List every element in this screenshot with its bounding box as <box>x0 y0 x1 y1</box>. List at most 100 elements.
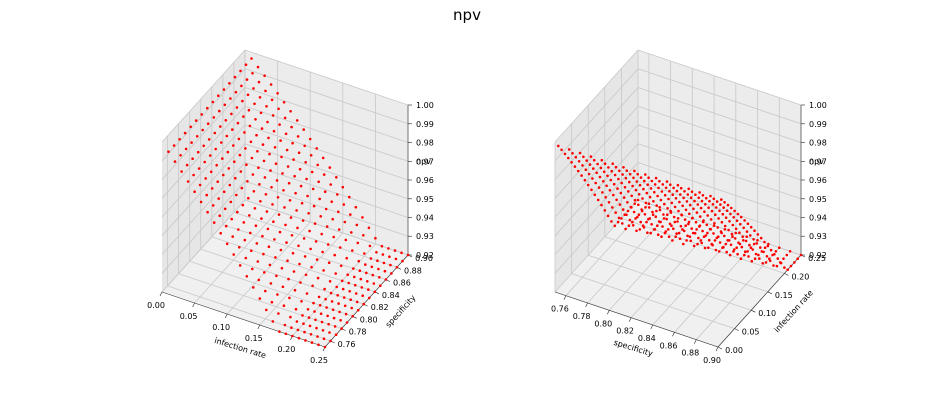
data-point <box>309 247 312 251</box>
data-point <box>675 189 679 193</box>
data-point <box>245 163 248 166</box>
data-point <box>696 242 699 246</box>
data-point <box>730 206 733 210</box>
data-point <box>626 201 629 204</box>
data-point <box>711 203 715 206</box>
data-point <box>674 197 678 200</box>
data-point <box>313 222 317 225</box>
data-point <box>339 319 342 322</box>
data-point <box>267 245 271 248</box>
data-point <box>680 213 683 216</box>
data-point <box>752 238 755 241</box>
data-point <box>390 272 393 275</box>
data-point <box>194 119 198 122</box>
data-point <box>219 231 222 235</box>
data-point <box>720 231 723 235</box>
data-point <box>708 199 711 203</box>
data-point <box>173 160 177 163</box>
data-point <box>303 144 307 148</box>
data-point <box>631 224 635 227</box>
data-point <box>301 219 305 222</box>
data-point <box>395 266 399 269</box>
z-gridline <box>244 143 409 200</box>
data-point <box>193 190 196 193</box>
data-point <box>367 226 371 230</box>
data-point <box>336 193 339 196</box>
data-point <box>704 203 707 206</box>
data-point <box>621 222 624 225</box>
data-point <box>681 228 684 231</box>
data-point <box>269 282 273 285</box>
data-point <box>751 248 754 251</box>
data-point <box>655 204 658 207</box>
data-point <box>238 264 242 267</box>
data-point <box>732 216 735 219</box>
data-point <box>284 223 287 227</box>
data-point <box>266 227 270 231</box>
data-point <box>577 160 581 163</box>
data-point <box>701 220 705 224</box>
data-point <box>617 177 620 181</box>
data-point <box>743 219 746 222</box>
scatter-points <box>557 144 803 272</box>
floor-pane <box>555 200 801 347</box>
data-point <box>287 181 291 185</box>
z-gridline <box>637 180 802 237</box>
x-tick <box>585 302 588 308</box>
data-point <box>290 326 293 330</box>
data-point <box>622 196 626 199</box>
data-point <box>618 203 622 206</box>
data-point <box>678 200 681 204</box>
data-point <box>655 209 658 213</box>
data-point <box>265 210 269 213</box>
data-point <box>259 111 263 115</box>
data-point <box>740 245 744 249</box>
data-point <box>297 336 301 340</box>
data-point <box>295 209 298 212</box>
data-point <box>606 214 610 218</box>
data-point <box>669 209 672 213</box>
z-gridline <box>637 162 802 218</box>
data-point <box>307 316 311 319</box>
data-point <box>221 157 224 160</box>
y-tick-label: 0.80 <box>360 315 378 324</box>
data-point <box>276 196 280 199</box>
data-point <box>622 166 625 169</box>
data-point <box>353 275 356 279</box>
data-point <box>756 233 760 236</box>
data-point <box>642 187 645 191</box>
data-point <box>337 228 341 231</box>
data-point <box>281 285 285 289</box>
data-point <box>172 144 176 147</box>
data-point <box>633 198 637 202</box>
data-point <box>612 182 616 186</box>
data-point <box>667 197 670 201</box>
data-point <box>251 72 254 75</box>
data-point <box>709 228 712 231</box>
data-point <box>353 283 357 287</box>
data-point <box>283 116 287 120</box>
data-point <box>720 198 723 201</box>
data-point <box>768 259 772 263</box>
data-point <box>672 227 675 230</box>
data-point <box>236 121 240 125</box>
data-point <box>264 289 267 293</box>
data-point <box>306 194 309 198</box>
data-point <box>279 139 282 142</box>
data-point <box>630 206 633 209</box>
data-point <box>620 181 623 185</box>
data-point <box>610 220 613 223</box>
data-point <box>264 89 267 93</box>
data-point <box>328 280 332 283</box>
data-point <box>747 255 750 258</box>
data-point <box>292 158 295 161</box>
data-point <box>616 187 619 190</box>
data-point <box>759 246 762 249</box>
data-point <box>766 244 770 248</box>
data-point <box>280 266 284 270</box>
data-point <box>305 292 309 295</box>
data-point <box>759 236 763 240</box>
data-point <box>563 152 567 156</box>
data-point <box>676 220 679 223</box>
data-point <box>213 131 217 135</box>
